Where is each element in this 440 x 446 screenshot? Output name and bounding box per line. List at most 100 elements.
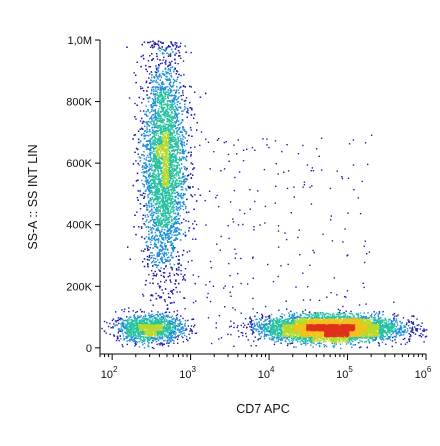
data-point [155,223,157,225]
data-point [263,324,266,326]
data-point [373,314,376,317]
data-point [170,99,172,102]
data-point [234,248,236,250]
data-point [161,237,163,240]
data-point [165,225,167,227]
data-point [176,179,179,182]
data-point [146,121,148,123]
data-point [167,79,169,82]
data-point [175,116,178,118]
data-point [169,205,172,207]
data-point [141,127,143,129]
data-point [178,266,180,269]
data-point [116,338,119,340]
data-point [367,312,369,314]
data-point [158,261,161,264]
data-point [209,281,211,283]
data-point [262,138,264,140]
data-point [175,121,177,123]
data-point [168,93,170,95]
data-point [149,148,151,151]
data-point [159,79,161,81]
data-point [146,209,148,211]
data-point [268,331,270,333]
data-point [135,160,137,162]
data-point [142,293,144,296]
data-point [306,164,309,166]
data-point [109,333,111,335]
data-point [182,197,184,199]
data-point [346,290,349,292]
data-point [173,112,176,115]
data-point [286,338,288,340]
data-point [152,247,154,249]
data-point [299,254,301,256]
data-point [149,336,151,338]
data-point [153,121,155,123]
data-point [170,340,172,343]
data-point [140,226,143,228]
data-point [177,151,179,154]
data-point [171,48,173,51]
data-point [177,335,179,337]
data-point [186,178,188,181]
data-point [124,332,127,334]
data-point [175,127,177,130]
data-point [152,218,154,221]
data-point [167,118,170,121]
data-point [179,177,181,179]
data-point [154,96,156,98]
data-point [169,194,171,197]
data-point [175,314,178,317]
data-point [152,211,155,214]
data-point [151,208,153,210]
data-point [184,86,186,88]
data-point [166,76,168,78]
data-point [145,177,147,179]
data-point [119,335,121,337]
data-point [163,339,165,342]
data-point [142,336,144,338]
data-point [182,119,184,122]
data-point [176,185,179,187]
data-point [122,323,125,326]
data-point [242,322,245,324]
data-point [259,337,261,340]
data-point [155,116,158,118]
data-point [150,81,152,84]
data-point [392,321,394,323]
data-point [240,331,242,334]
data-point [178,218,180,220]
data-point [178,228,180,230]
data-point [390,326,393,328]
data-point [159,114,161,117]
data-point [177,220,179,223]
data-point [145,163,147,166]
data-point [297,236,299,239]
data-point [149,339,151,342]
data-point [169,216,171,219]
data-point [175,52,177,55]
data-point [114,324,117,327]
data-point [158,65,160,67]
data-point [153,43,156,46]
data-point [390,320,393,322]
data-point [185,159,188,162]
data-point [170,116,172,119]
data-point [168,206,171,208]
data-point [183,141,185,144]
data-point [160,259,163,261]
data-point [258,318,261,320]
data-point [181,326,183,328]
data-point [352,139,355,141]
data-point [159,96,161,98]
data-point [252,297,254,300]
data-point [162,108,164,110]
data-point [146,214,149,216]
data-point [168,44,170,47]
data-point [141,87,144,89]
data-point [146,90,148,92]
data-point [163,268,165,270]
data-point [177,212,179,214]
data-point [142,143,145,146]
